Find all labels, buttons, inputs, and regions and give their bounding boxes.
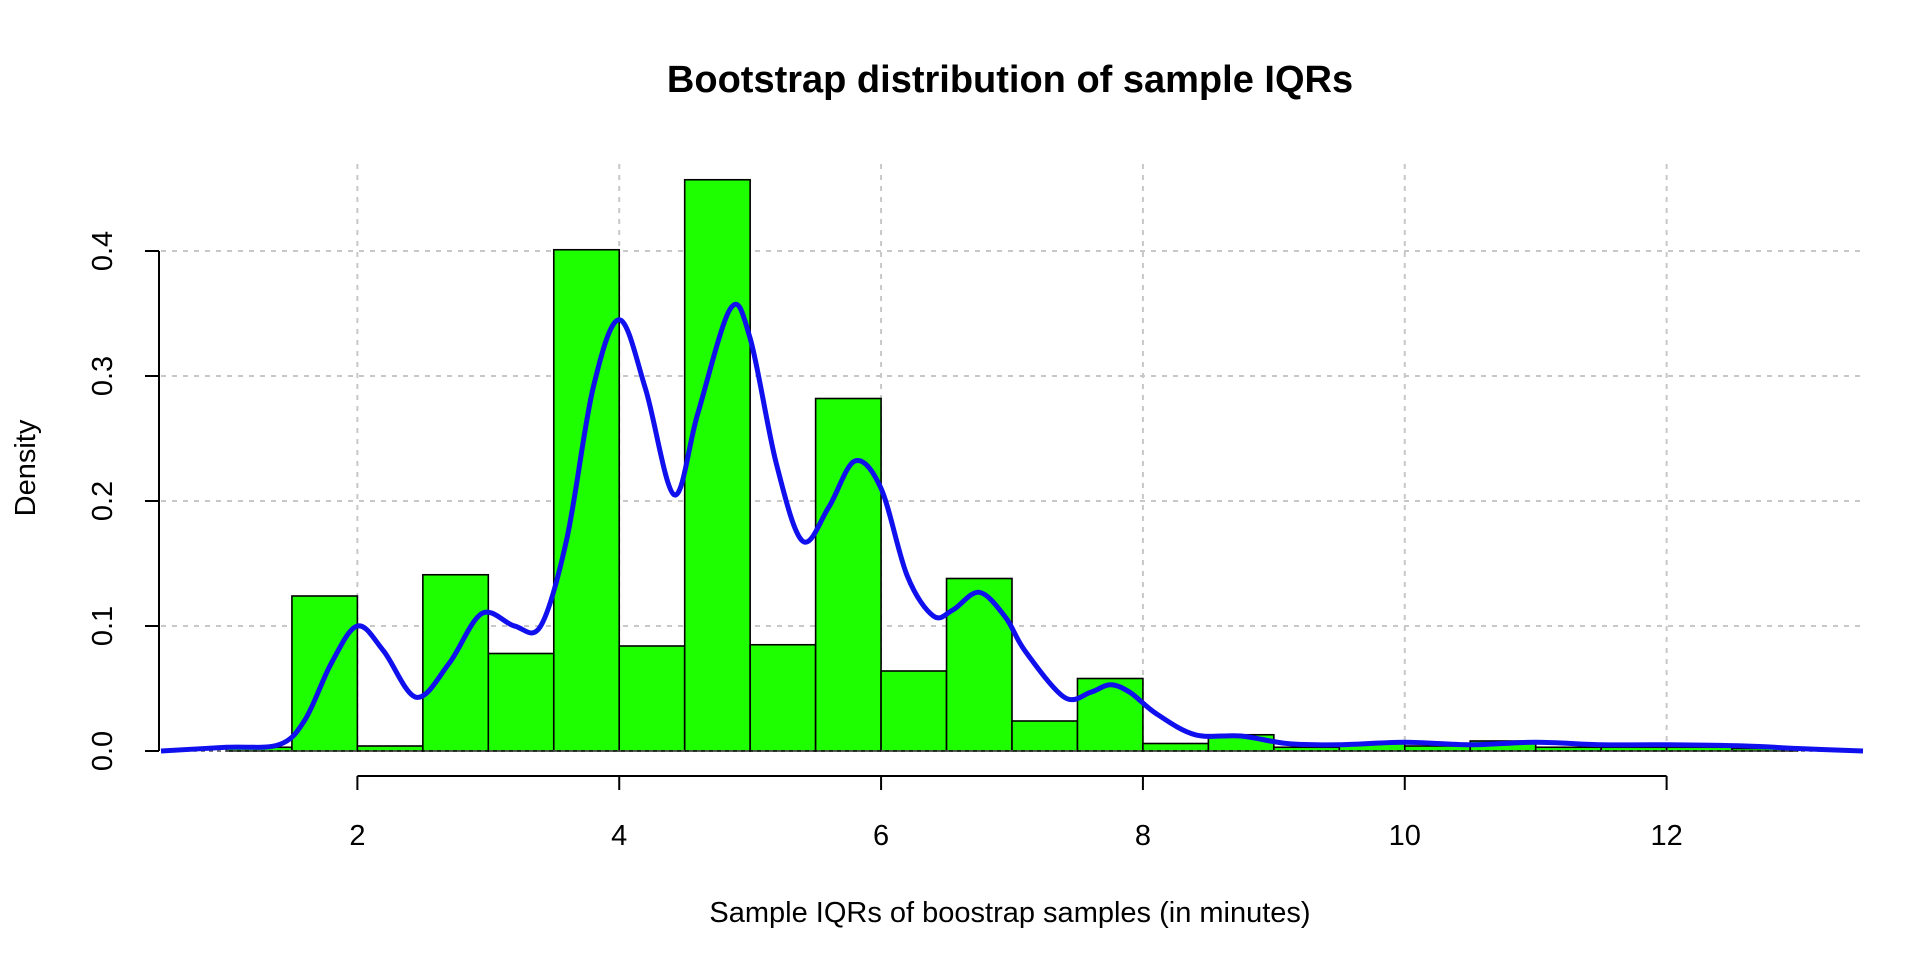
x-tick-label: 12 (1650, 820, 1682, 852)
y-tick-label: 0.0 (87, 731, 119, 771)
axes: 2 4 6 8 10 12 0.0 0.1 0.2 0.3 0.4 (87, 231, 1683, 852)
histogram-bars (161, 178, 1863, 752)
histogram-bar (880, 670, 948, 752)
x-tick-label: 2 (349, 820, 365, 852)
density-curve (160, 301, 1864, 754)
x-tick-label: 8 (1135, 820, 1151, 852)
histogram-bar (618, 645, 686, 752)
chart-title: Bootstrap distribution of sample IQRs (667, 59, 1353, 101)
y-tick-label: 0.3 (87, 356, 119, 396)
histogram-bar (422, 573, 490, 752)
histogram-bar (1011, 720, 1079, 752)
histogram-bar (814, 397, 882, 752)
y-tick-label: 0.2 (87, 481, 119, 521)
histogram-bar (1076, 677, 1144, 752)
histogram-bar (945, 577, 1013, 752)
x-tick-label: 6 (873, 820, 889, 852)
histogram-bar (552, 248, 621, 752)
histogram-bar (749, 643, 817, 752)
x-tick-label: 4 (611, 820, 627, 852)
histogram-bar (487, 652, 555, 752)
histogram-bar (356, 745, 424, 752)
histogram-bar (683, 178, 751, 752)
x-axis-label: Sample IQRs of boostrap samples (in minu… (709, 897, 1310, 929)
y-axis-label: Density (10, 419, 42, 516)
histogram-bar (1142, 742, 1210, 752)
density-curve-layer (160, 301, 1864, 754)
x-tick-label: 10 (1389, 820, 1421, 852)
y-tick-label: 0.4 (87, 231, 119, 271)
y-tick-label: 0.1 (87, 606, 119, 646)
